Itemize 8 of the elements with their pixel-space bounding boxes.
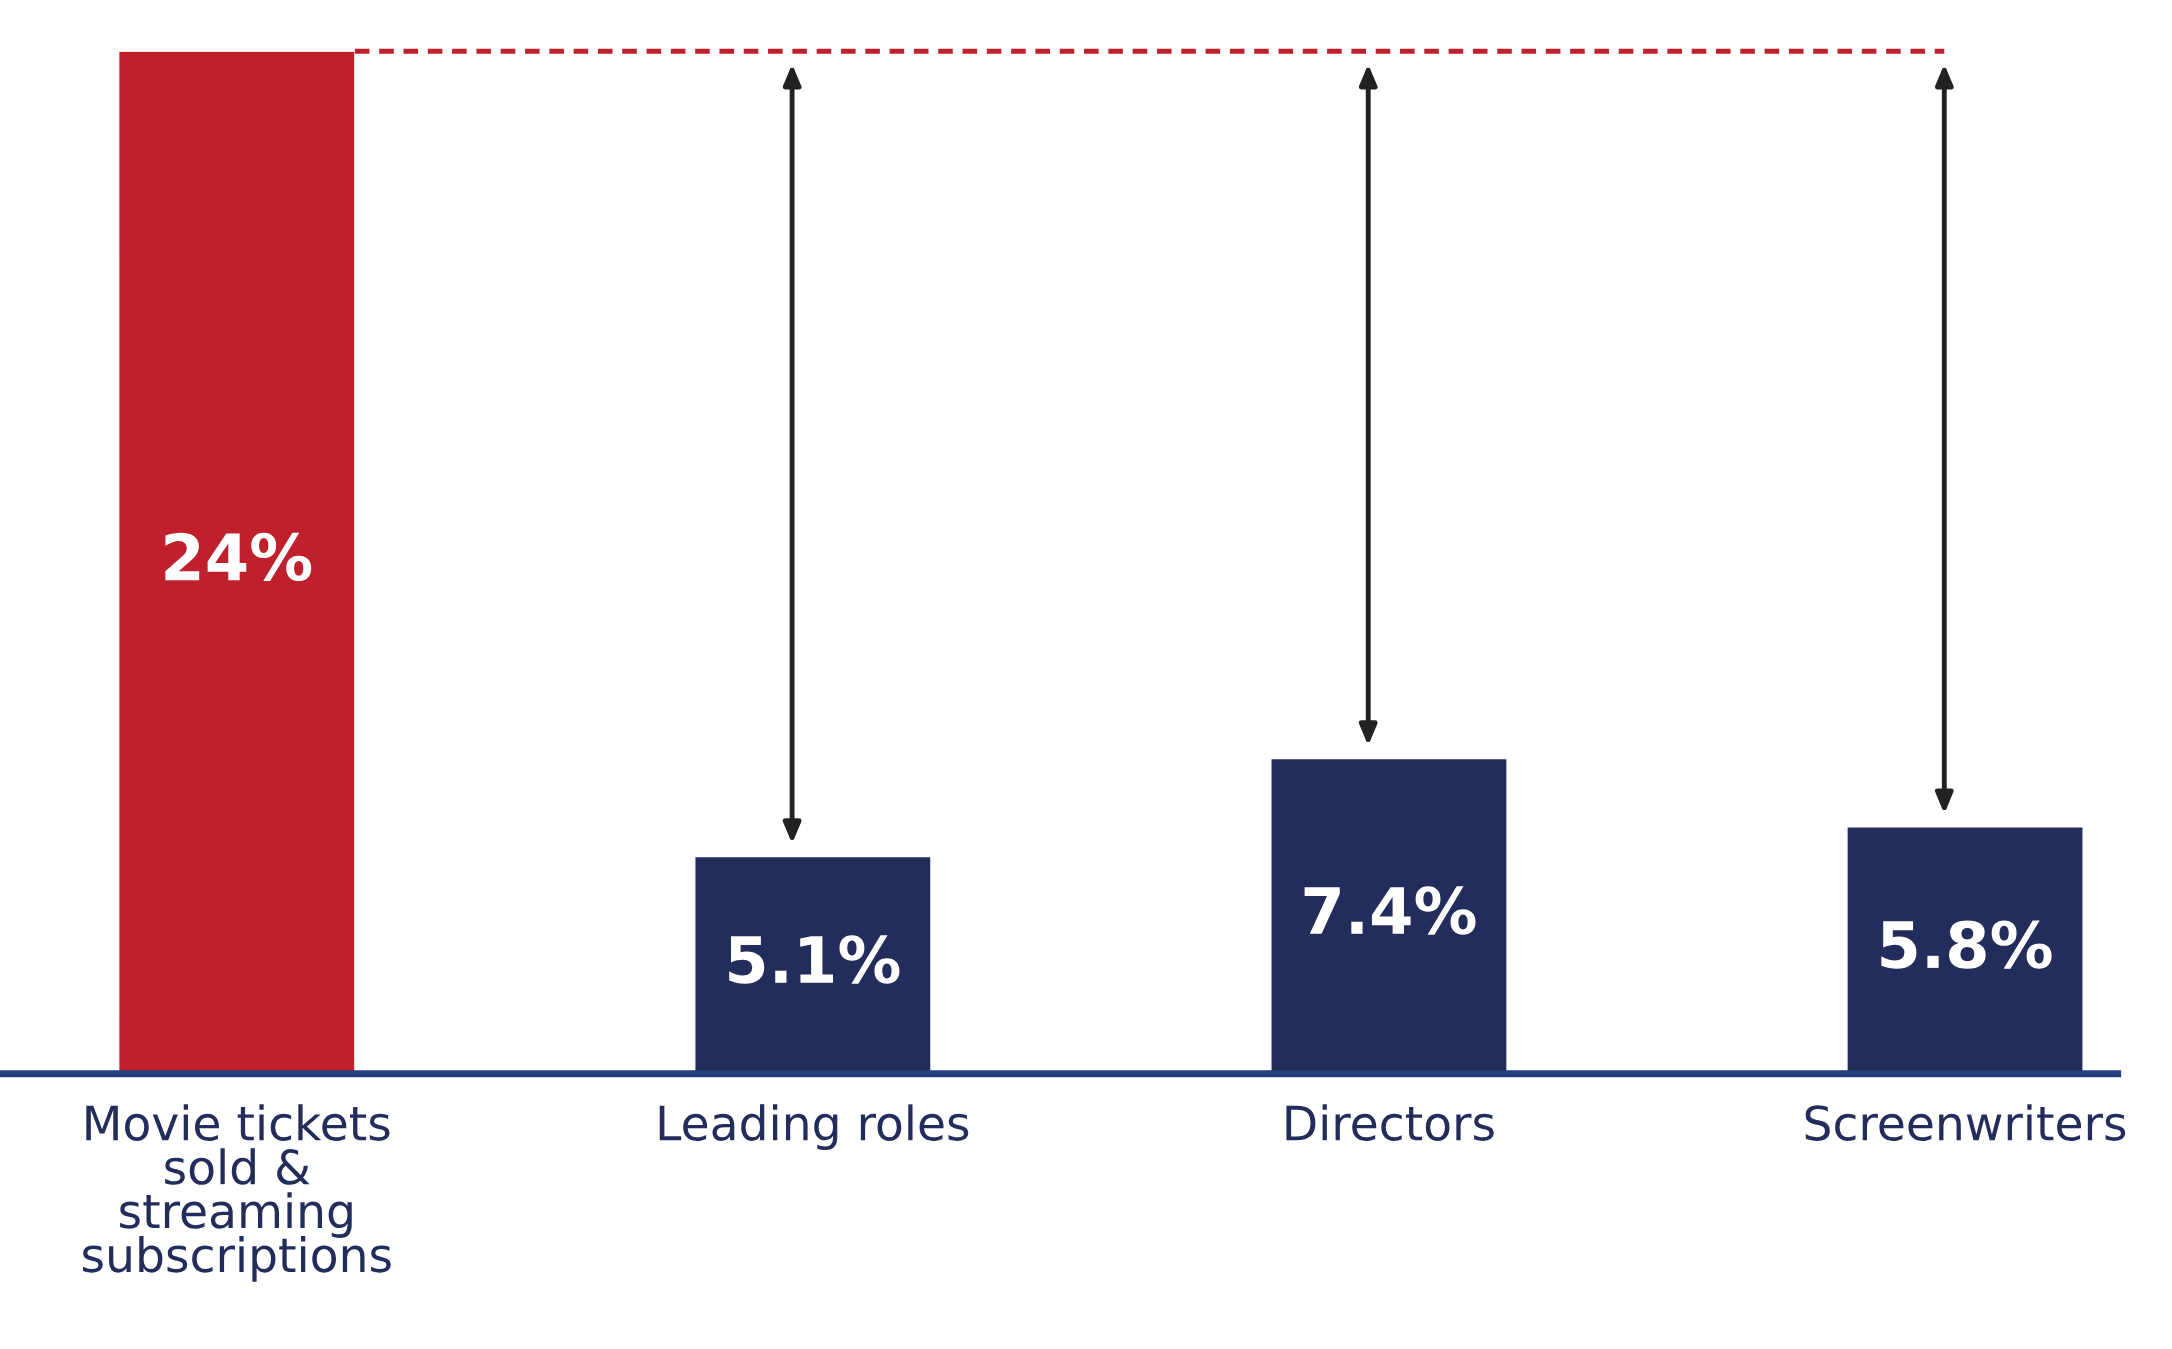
data-label: 7.4% [1304, 886, 1476, 935]
data-label: 5.1% [729, 935, 900, 984]
x-tick-label: Directors [1286, 1104, 1494, 1141]
x-tick-label: Screenwriters [1805, 1104, 2126, 1141]
x-tick-label: Movie tickets sold & streaming subscriptions [83, 1104, 391, 1282]
data-label: 24% [165, 532, 312, 582]
x-tick-label: Leading roles [659, 1104, 969, 1151]
data-label: 5.8% [1881, 920, 2052, 969]
